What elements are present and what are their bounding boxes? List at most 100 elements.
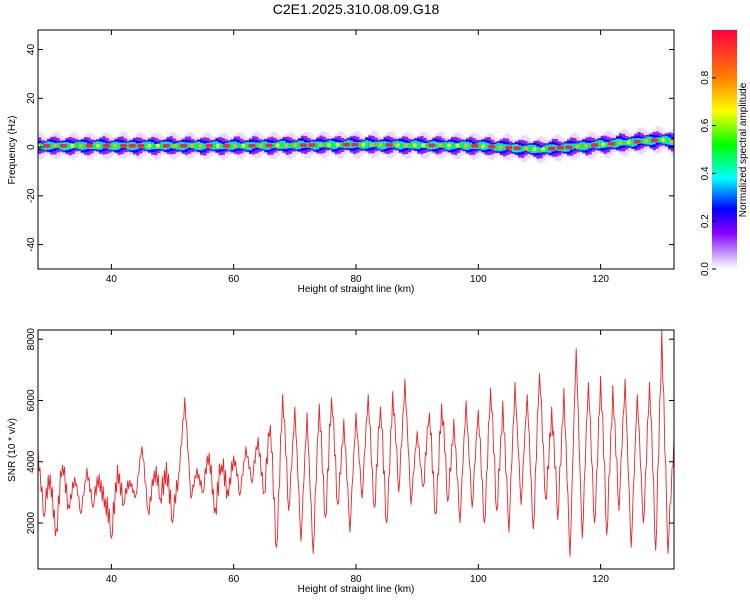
spectrogram-ridge-cell (222, 144, 230, 148)
spectrogram-ridge-cell (608, 141, 616, 146)
spectrogram-band-green (631, 140, 635, 145)
spectrogram-band-green (145, 143, 149, 149)
spectrogram-ridge-cell (327, 143, 332, 147)
snr-ytick-label: 6000 (26, 389, 37, 412)
spectrogram-ridge-cell (232, 144, 237, 148)
spectrogram-band-green (65, 144, 70, 148)
spectrogram-band-green (450, 144, 455, 148)
spectrogram-ridge-cell (471, 144, 479, 148)
spectrogram-band-green (218, 144, 223, 148)
spectrogram-ridge-cell (575, 144, 580, 149)
spectrogram-band-green (392, 142, 397, 147)
snr-xlabel: Height of straight line (km) (298, 584, 415, 595)
spectrogram-ridge-cell (180, 144, 188, 148)
spectrogram-band-green (383, 143, 388, 147)
spectrogram-band-green (521, 147, 525, 151)
spectrogram-ridge-cell (395, 143, 400, 147)
spectrogram-ridge-cell (455, 143, 460, 148)
spectrogram-band-green (401, 143, 406, 147)
snr-frame (37, 329, 675, 570)
colorbar-tick-label: 0.6 (700, 118, 711, 132)
spectrogram-band-green (230, 143, 235, 149)
snr-ytick-label: 8000 (26, 328, 37, 351)
spectrogram-band-green (646, 138, 651, 143)
spectrogram-ridge-cell (147, 144, 152, 148)
spectrogram-band-green (407, 143, 412, 148)
spectrogram-band-green (588, 144, 593, 148)
spectrogram-band-green (297, 142, 302, 148)
spectrogram-band-green (83, 144, 88, 148)
spectrogram-band-green (374, 142, 379, 147)
spectrogram-band-green (554, 146, 559, 150)
spectrogram-band-green (169, 143, 174, 147)
spectrogram-band-green (365, 142, 369, 147)
spectrogram-band-green (273, 143, 278, 148)
snr-ylabel: SNR (10 * v/v) (7, 418, 18, 482)
spectrogram-ridge-cell (650, 138, 658, 143)
spectrogram-band-green (573, 144, 577, 148)
spectrogram-ridge-cell (248, 143, 256, 148)
spectrogram-ridge-cell (643, 139, 648, 143)
spectrogram-band-green (603, 143, 608, 147)
spectrogram-ridge-cell (464, 143, 469, 148)
spectrogram-band-green (175, 144, 180, 149)
spectrogram-ridge-cell (513, 146, 521, 150)
snr-xtick-label: 120 (592, 574, 609, 585)
spectrogram-band-green (658, 137, 663, 142)
spectrogram-ytick-label: 40 (26, 44, 37, 56)
spectrogram-ridge-cell (488, 144, 496, 149)
colorbar-tick-label: 0.8 (700, 70, 711, 84)
spectrogram-ylabel: Frequency (Hz) (7, 116, 18, 185)
spectrogram-ridge-cell (385, 143, 393, 147)
spectrogram-ridge-cell (601, 142, 606, 147)
spectrogram-ridge-cell (438, 143, 443, 148)
spectrogram-xtick-label: 40 (106, 274, 118, 285)
spectrogram-ridge-cell (190, 144, 195, 148)
spectrogram-ridge-cell (205, 144, 213, 148)
spectrogram-ridge-cell (318, 143, 323, 147)
spectrogram-band-green (502, 145, 507, 149)
spectrogram-band-green (622, 141, 626, 145)
snr-xtick-label: 80 (350, 574, 362, 585)
spectrogram-band-green (56, 143, 61, 148)
snr-marks (38, 330, 674, 557)
spectrogram-band-green (359, 142, 363, 148)
spectrogram-band-green (530, 146, 534, 152)
spectrogram-band-green (664, 137, 669, 143)
snr-axes: 40 60 80 100 120 2000 4000 6000 8000 (26, 328, 674, 585)
snr-xtick-label: 100 (470, 574, 487, 585)
spectrogram-xtick-label: 120 (592, 274, 609, 285)
spectrogram-band-green (435, 143, 440, 147)
spectrogram-band-green (615, 141, 620, 146)
colorbar-label: Normalized spectral amplitude (738, 82, 749, 217)
spectrogram-ridge-cell (541, 147, 546, 152)
spectrogram-band-green (398, 143, 403, 148)
spectrogram-band-green (469, 144, 473, 148)
spectrogram-band-green (545, 146, 550, 152)
spectrogram-ridge-cell (172, 144, 177, 148)
spectrogram-ytick-label: -20 (26, 188, 37, 203)
spectrogram-band-green (441, 142, 446, 148)
spectrogram-ytick-label: 20 (26, 92, 37, 104)
spectrogram-ridge-cell (102, 144, 110, 148)
colorbar-gradient (712, 30, 737, 269)
spectrogram-band-green (426, 143, 430, 149)
snr-panel: 40 60 80 100 120 2000 4000 6000 8000 Height of s… (7, 328, 675, 595)
spectrogram-ridge-cell (78, 144, 83, 148)
spectrogram-band-green (108, 144, 112, 149)
spectrogram-ridge-cell (618, 141, 623, 145)
spectrogram-xtick-label: 60 (228, 274, 240, 285)
spectrogram-ridge-cell (113, 144, 118, 148)
spectrogram-ridge-cell (421, 143, 426, 148)
spectrogram-ridge-cell (120, 144, 128, 148)
spectrogram-ridge-cell (299, 143, 307, 147)
snr-ytick-label: 2000 (26, 511, 37, 534)
figure-title: C2E1.2025.310.08.09.G18 (273, 1, 440, 17)
spectrogram-ridge-cell (137, 144, 145, 148)
spectrogram-band-green (511, 145, 516, 151)
spectrogram-ridge-cell (215, 144, 220, 148)
colorbar-tick-label: 0.0 (700, 262, 711, 276)
spectrogram-band-green (288, 143, 293, 148)
snr-xtick-label: 40 (106, 574, 118, 585)
spectrogram-ridge-cell (198, 144, 203, 148)
